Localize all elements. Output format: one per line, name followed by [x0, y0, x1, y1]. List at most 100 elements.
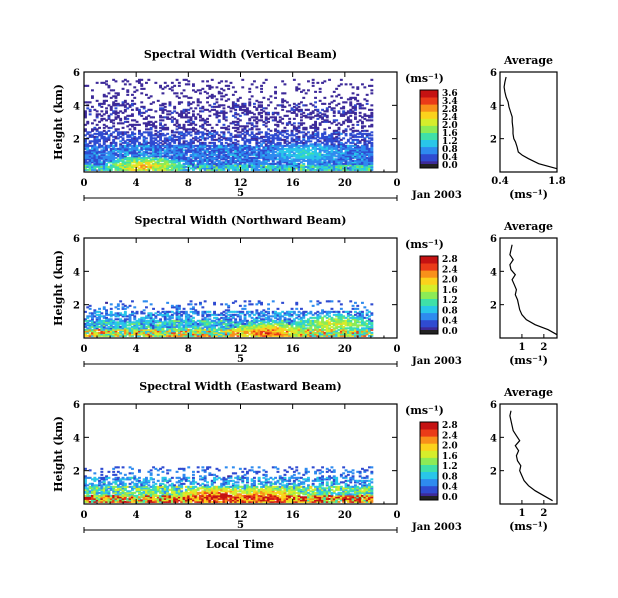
heatmap-cell	[325, 158, 329, 161]
heatmap-cell	[208, 131, 212, 134]
heatmap-cell	[175, 128, 179, 131]
heatmap-cell	[84, 110, 87, 113]
heatmap-cell	[93, 330, 97, 333]
heatmap-cell	[314, 333, 317, 336]
heatmap-cell	[180, 153, 184, 156]
heatmap-cell	[255, 120, 259, 123]
heatmap-cell	[180, 158, 184, 161]
heatmap-cell	[145, 161, 148, 164]
heatmap-cell	[231, 328, 235, 331]
heatmap-cell	[140, 111, 144, 114]
heatmap-cell	[234, 162, 238, 165]
heatmap-cell	[187, 156, 191, 159]
heatmap-cell	[318, 99, 322, 102]
heatmap-cell	[323, 143, 327, 146]
heatmap-cell	[248, 138, 252, 141]
heatmap-cell	[215, 322, 219, 325]
heatmap-cell	[105, 83, 108, 86]
heatmap-cell	[88, 322, 92, 325]
heatmap-cell	[123, 117, 127, 120]
heatmap-cell	[220, 110, 224, 113]
heatmap-cell	[173, 158, 177, 161]
heatmap-cell	[321, 167, 324, 170]
heatmap-cell	[227, 87, 231, 90]
heatmap-cell	[339, 164, 343, 167]
heatmap-cell	[84, 156, 87, 159]
heatmap-cell	[213, 105, 216, 108]
heatmap-cell	[163, 108, 167, 111]
heatmap-cell	[361, 135, 364, 138]
heatmap-cell	[276, 312, 280, 315]
heatmap-cell	[292, 333, 296, 336]
heatmap-cell	[356, 120, 360, 123]
heatmap-cell	[131, 93, 134, 96]
heatmap-cell	[238, 150, 242, 153]
heatmap-cell	[271, 168, 275, 171]
heatmap-cell	[177, 333, 181, 336]
heatmap-cell	[365, 119, 369, 122]
heatmap-cell	[222, 89, 226, 92]
heatmap-cell	[203, 325, 207, 328]
heatmap-cell	[215, 101, 219, 104]
heatmap-cell	[217, 318, 221, 321]
heatmap-cell	[363, 153, 367, 156]
heatmap-cell	[177, 143, 181, 146]
heatmap-cell	[100, 132, 104, 135]
heatmap-cell	[175, 95, 179, 98]
heatmap-cell	[121, 102, 125, 105]
heatmap-cell	[351, 126, 355, 129]
heatmap-cell	[154, 334, 158, 337]
heatmap-cell	[116, 313, 120, 316]
heatmap-cell	[351, 150, 355, 153]
heatmap-cell	[98, 159, 101, 162]
heatmap-cell	[318, 116, 322, 119]
heatmap-cell	[208, 331, 212, 334]
heatmap-cell	[255, 153, 259, 156]
heatmap-cell	[166, 312, 170, 315]
heatmap-cell	[105, 156, 108, 159]
heatmap-cell	[255, 312, 259, 315]
heatmap-cell	[93, 159, 97, 162]
heatmap-cell	[95, 161, 99, 164]
heatmap-cell	[365, 164, 369, 167]
heatmap-cell	[123, 325, 127, 328]
heatmap-cell	[86, 322, 90, 325]
heatmap-cell	[339, 155, 343, 158]
heatmap-cell	[231, 153, 235, 156]
heatmap-cell	[253, 331, 256, 334]
heatmap-cell	[182, 324, 186, 327]
heatmap-cell	[187, 161, 191, 164]
heatmap-cell	[290, 321, 294, 324]
avg-y-tick-label: 4	[490, 101, 497, 112]
heatmap-cell	[227, 304, 231, 307]
heatmap-cell	[339, 107, 343, 110]
heatmap-cell	[91, 333, 94, 336]
heatmap-cell	[292, 322, 296, 325]
y-axis-label: Height (km)	[52, 84, 65, 160]
heatmap-cell	[250, 123, 254, 126]
heatmap-cell	[201, 165, 205, 168]
heatmap-cell	[351, 138, 355, 141]
heatmap-cell	[203, 152, 207, 155]
heatmap-cell	[166, 333, 170, 336]
heatmap-cell	[339, 143, 343, 146]
heatmap-cell	[321, 108, 324, 111]
heatmap-cell	[135, 153, 139, 156]
heatmap-cell	[140, 152, 144, 155]
heatmap-cell	[95, 319, 99, 322]
heatmap-cell	[274, 119, 277, 122]
heatmap-cell	[325, 140, 329, 143]
heatmap-cell	[194, 324, 198, 327]
heatmap-cell	[152, 116, 155, 119]
heatmap-cell	[257, 313, 261, 316]
heatmap-cell	[365, 156, 369, 159]
heatmap-cell	[229, 330, 233, 333]
heatmap-cell	[138, 318, 141, 321]
heatmap-cell	[231, 120, 235, 123]
heatmap-cell	[234, 330, 238, 333]
heatmap-cell	[135, 310, 139, 313]
heatmap-cell	[318, 137, 322, 140]
heatmap-cell	[123, 324, 127, 327]
heatmap-cell	[260, 322, 263, 325]
heatmap-cell	[133, 331, 137, 334]
